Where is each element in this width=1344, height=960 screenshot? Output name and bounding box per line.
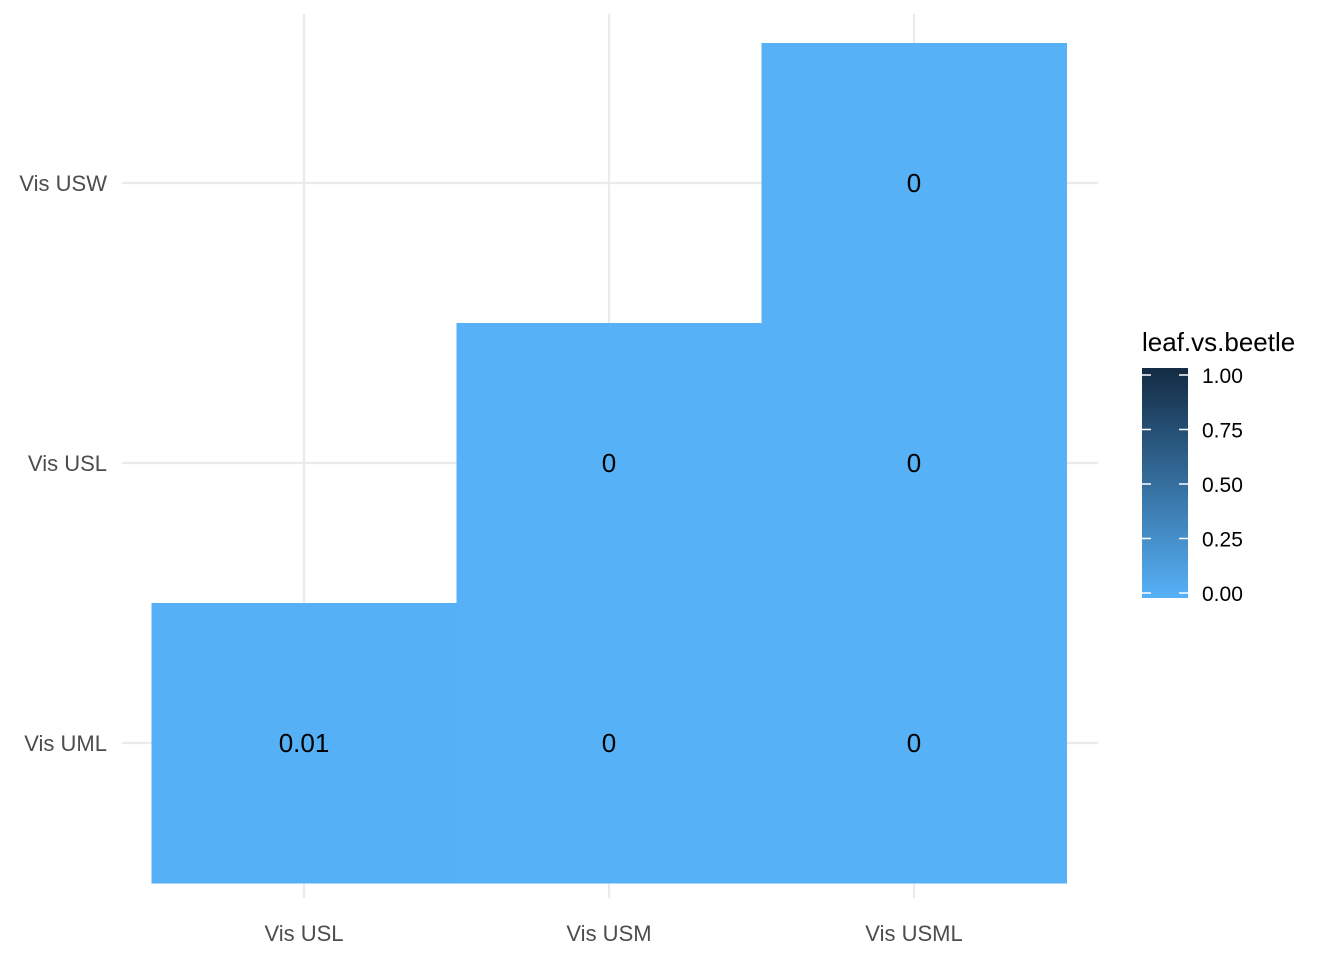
- heatmap-cell: [761, 323, 1067, 604]
- cell-value-label: 0: [602, 448, 616, 478]
- x-tick-label: Vis USL: [264, 921, 343, 946]
- heatmap-cell: [761, 43, 1067, 324]
- cell-value-label: 0: [907, 168, 921, 198]
- cell-value-label: 0: [907, 448, 921, 478]
- heatmap-cells: [151, 43, 1067, 884]
- legend-tick-label: 0.00: [1202, 583, 1243, 606]
- y-axis: Vis UML Vis USL Vis USW: [19, 171, 107, 756]
- cell-labels: 0.01 0 0 0 0 0: [279, 168, 922, 758]
- y-tick-label: Vis USL: [28, 451, 107, 476]
- legend-colorbar: [1142, 368, 1188, 598]
- legend-tick-label: 1.00: [1202, 365, 1243, 388]
- x-tick-label: Vis USML: [865, 921, 962, 946]
- legend-tick-label: 0.75: [1202, 420, 1243, 443]
- cell-value-label: 0.01: [279, 728, 330, 758]
- heatmap-cell: [151, 603, 457, 884]
- x-tick-label: Vis USM: [566, 921, 651, 946]
- cell-value-label: 0: [602, 728, 616, 758]
- y-tick-label: Vis UML: [24, 731, 107, 756]
- cell-value-label: 0: [907, 728, 921, 758]
- legend-tick-label: 0.25: [1202, 529, 1243, 552]
- heatmap-cell: [456, 603, 762, 884]
- heatmap-cell: [761, 603, 1067, 884]
- legend-tick-label: 0.50: [1202, 474, 1243, 497]
- x-axis: Vis USL Vis USM Vis USML: [264, 921, 962, 946]
- y-tick-label: Vis USW: [19, 171, 107, 196]
- legend-title: leaf.vs.beetle: [1142, 327, 1295, 357]
- color-legend: leaf.vs.beetle 0.00 0.25 0.50 0.75 1.00: [1142, 327, 1295, 606]
- heatmap-cell: [456, 323, 762, 604]
